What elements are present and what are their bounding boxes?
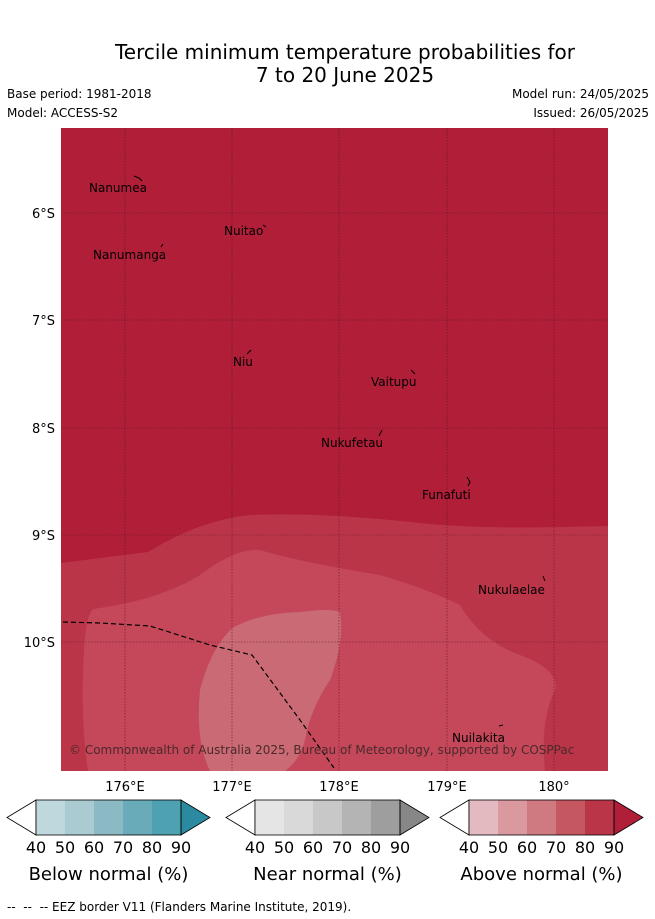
place-label-nanumea: Nanumea (89, 181, 147, 195)
island-niu (246, 349, 252, 355)
colorbar-bin-1 (36, 800, 65, 835)
lat-label-7s: 7°S (32, 314, 55, 329)
lon-label-176e: 176°E (105, 780, 145, 795)
islands (133, 175, 546, 727)
probability-shading (61, 128, 608, 771)
island-nanumea (133, 175, 143, 182)
title-line-1: Tercile minimum temperature probabilitie… (114, 40, 576, 64)
colorbar-bin-2 (65, 800, 94, 835)
colorbar-bin-3 (313, 800, 342, 835)
colorbar-bin-4 (556, 800, 585, 835)
colorbar-tick-label: 70 (332, 838, 352, 857)
colorbar-tick-label: 90 (604, 838, 624, 857)
colorbar-tick-label: 40 (26, 838, 46, 857)
colorbar-bin-2 (284, 800, 313, 835)
colorbar-tick-label: 90 (171, 838, 191, 857)
colorbar-tick-label: 80 (575, 838, 595, 857)
colorbar-tick-label: 60 (517, 838, 537, 857)
place-label-nanumanga: Nanumanga (93, 248, 166, 262)
lon-label-180: 180° (538, 780, 569, 795)
colorbar-below: 40 50 60 70 80 90 Below normal (%) (6, 799, 211, 885)
colorbar-under-triangle (439, 799, 470, 836)
place-label-nuilakita: Nuilakita (452, 731, 505, 745)
colorbar-tick-label: 40 (245, 838, 265, 857)
lon-label-178e: 178°E (319, 780, 359, 795)
colorbar-above: 40 50 60 70 80 90 Above normal (%) (439, 799, 644, 885)
graticule (61, 128, 608, 771)
colorbar-tick-label: 70 (546, 838, 566, 857)
colorbar-bin-3 (527, 800, 556, 835)
copyright-notice: © Commonwealth of Australia 2025, Bureau… (69, 743, 574, 757)
place-label-nukufetau: Nukufetau (321, 436, 383, 450)
island-vaitupu (410, 369, 416, 375)
map-title: Tercile minimum temperature probabilitie… (0, 41, 655, 87)
eez-border (62, 621, 335, 769)
colorbar-over-triangle (399, 799, 430, 836)
colorbar-bin-5 (585, 800, 614, 835)
colorbar-tick-label: 80 (361, 838, 381, 857)
eez-footnote: -- -- -- EEZ border V11 (Flanders Marine… (7, 900, 352, 914)
lon-label-177e: 177°E (212, 780, 252, 795)
island-nukulaelae (542, 575, 546, 582)
lat-label-8s: 8°S (32, 422, 55, 437)
colorbar-outline (468, 799, 615, 836)
colorbar-tick-label: 60 (84, 838, 104, 857)
colorbar-over-triangle (613, 799, 644, 836)
colorbar-legends: 40 50 60 70 80 90 Below normal (%) 40 50 60 70 80 90… (6, 799, 644, 885)
place-label-nuitao: Nuitao (224, 224, 263, 238)
lat-label-6s: 6°S (32, 207, 55, 222)
colorbar-tick-label: 50 (488, 838, 508, 857)
colorbar-title: Above normal (%) (460, 864, 622, 885)
colorbar-outline (254, 799, 401, 836)
colorbar-bin-5 (371, 800, 400, 835)
colorbar-over-triangle (180, 799, 211, 836)
colorbar-bin-2 (498, 800, 527, 835)
colorbar-title: Below normal (%) (29, 864, 189, 885)
colorbar-tick-label: 70 (113, 838, 133, 857)
colorbar-title: Near normal (%) (253, 864, 402, 885)
island-nukufetau (378, 429, 383, 437)
region-above-60 (198, 610, 342, 771)
model-run: Model run: 24/05/2025 (511, 87, 649, 101)
colorbar-tick-label: 40 (459, 838, 479, 857)
colorbar-outline (35, 799, 182, 836)
colorbar-bin-4 (123, 800, 152, 835)
title-line-2: 7 to 20 June 2025 (255, 63, 435, 87)
colorbar-tick-label: 50 (274, 838, 294, 857)
colorbar-tick-label: 60 (303, 838, 323, 857)
colorbar-bin-4 (342, 800, 371, 835)
colorbar-tick-label: 50 (55, 838, 75, 857)
colorbar-near: 40 50 60 70 80 90 Near normal (%) (225, 799, 430, 885)
place-label-nukulaelae: Nukulaelae (478, 583, 545, 597)
lat-label-9s: 9°S (32, 529, 55, 544)
colorbar-bin-1 (255, 800, 284, 835)
colorbar-under-triangle (225, 799, 256, 836)
lat-label-10s: 10°S (24, 636, 55, 651)
colorbar-under-triangle (6, 799, 37, 836)
lon-label-179e: 179°E (427, 780, 467, 795)
colorbar-tick-label: 80 (142, 838, 162, 857)
island-nanumanga (160, 243, 164, 248)
place-label-vaitupu: Vaitupu (371, 375, 417, 389)
colorbar-bin-3 (94, 800, 123, 835)
place-label-funafuti: Funafuti (422, 488, 471, 502)
base-period: Base period: 1981-2018 (7, 87, 152, 101)
colorbar-bin-5 (152, 800, 181, 835)
model-name: Model: ACCESS-S2 (7, 106, 119, 120)
island-funafuti (466, 476, 471, 487)
place-label-niu: Niu (233, 355, 253, 369)
issued-date: Issued: 26/05/2025 (533, 106, 649, 120)
island-nuitao (262, 224, 267, 228)
island-nuilakita (498, 724, 504, 727)
colorbar-bin-1 (469, 800, 498, 835)
colorbar-tick-label: 90 (390, 838, 410, 857)
